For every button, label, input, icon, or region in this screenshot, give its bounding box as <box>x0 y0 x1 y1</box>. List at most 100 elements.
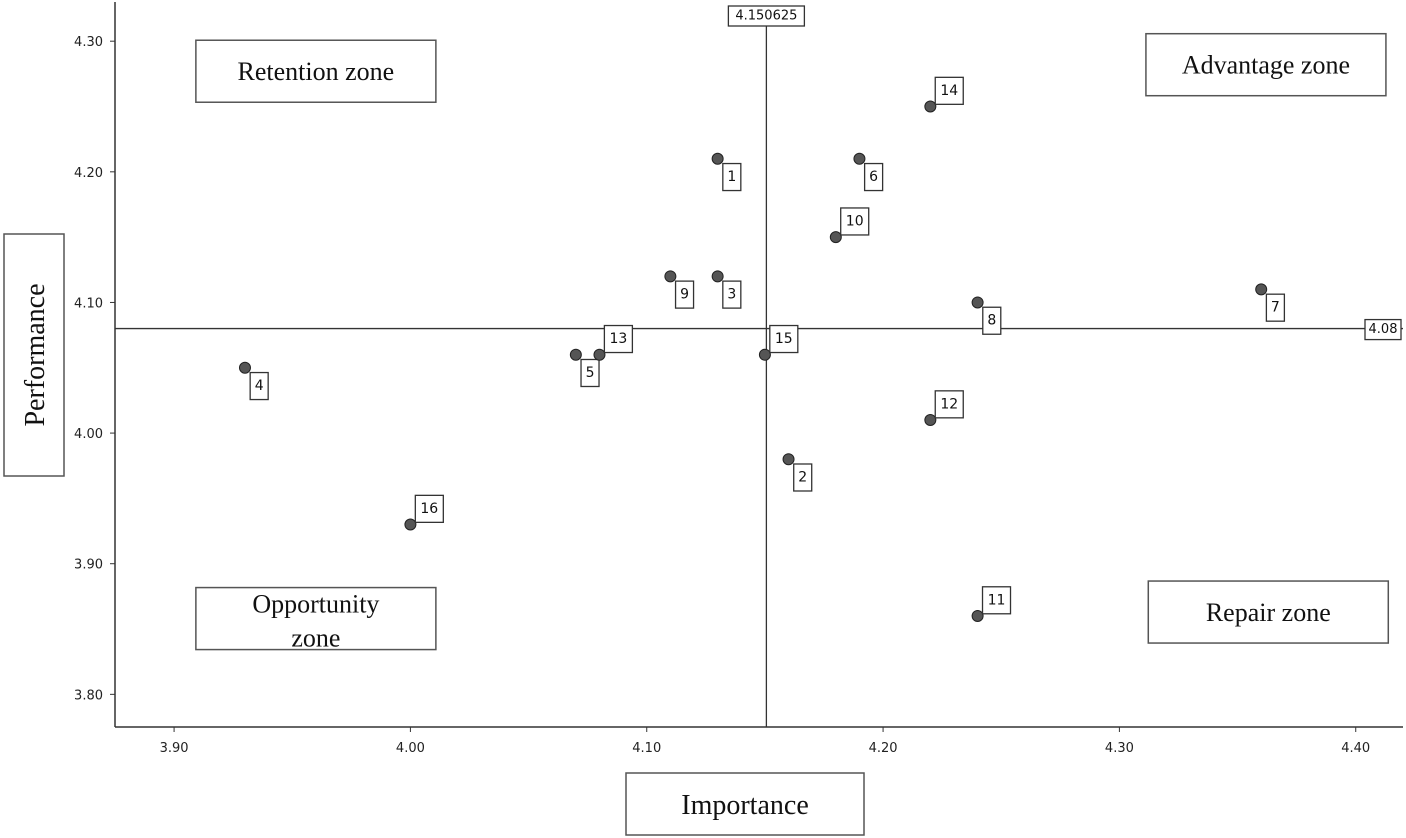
data-point-13 <box>593 348 606 361</box>
zone-box <box>195 586 437 651</box>
point-label-3-box <box>722 280 742 309</box>
x-tick-label: 3.90 <box>160 741 189 756</box>
data-point-9 <box>664 270 677 283</box>
point-label-1-text: 1 <box>727 169 736 185</box>
point-label-8-text: 8 <box>987 313 996 329</box>
data-point-8 <box>971 296 984 309</box>
mean-importance-label-text: 4.150625 <box>735 9 797 24</box>
point-label-2-text: 2 <box>798 469 807 485</box>
zone-box <box>1147 580 1390 644</box>
point-label-8-box <box>982 306 1002 335</box>
point-label-1-box <box>722 162 742 192</box>
mean-performance-label-box <box>1364 318 1402 341</box>
point-label-14-text: 14 <box>940 83 958 99</box>
y-axis-title-box <box>3 233 65 477</box>
data-point-10 <box>829 231 842 244</box>
y-axis-title-text: Performance <box>20 283 51 426</box>
point-label-13-text: 13 <box>609 331 627 347</box>
point-label-4-box <box>249 371 269 401</box>
x-axis-title-text: Importance <box>681 790 809 821</box>
point-label-3-text: 3 <box>727 287 736 303</box>
x-tick-label: 4.10 <box>632 741 661 756</box>
data-point-3 <box>711 270 724 283</box>
point-label-8: 8 <box>982 306 1002 335</box>
point-label-5-box <box>580 358 600 388</box>
point-label-7-box <box>1265 293 1286 322</box>
x-tick-label: 4.00 <box>396 741 425 756</box>
point-label-10-text: 10 <box>846 213 864 229</box>
point-label-6: 6 <box>863 162 884 192</box>
zone-text: Repair zone <box>1206 598 1331 627</box>
mean-importance-label-box <box>727 5 806 27</box>
point-label-5-text: 5 <box>586 365 595 381</box>
y-axis-title: Performance <box>3 233 65 477</box>
y-tick-label: 3.90 <box>74 558 103 573</box>
y-tick-label: 4.20 <box>74 166 103 181</box>
zone-text: Retention zone <box>238 57 395 86</box>
data-point-4 <box>238 361 251 374</box>
mean-performance-label-text: 4.08 <box>1369 322 1398 337</box>
x-axis-title: Importance <box>625 772 865 836</box>
point-label-4: 4 <box>249 371 269 401</box>
point-label-12-text: 12 <box>940 396 958 412</box>
data-point-14 <box>924 100 937 113</box>
x-tick-label: 4.20 <box>869 741 898 756</box>
point-label-9-box <box>674 280 695 309</box>
point-label-9: 9 <box>674 280 695 309</box>
y-tick-label: 4.10 <box>74 296 103 311</box>
point-label-6-text: 6 <box>869 169 878 185</box>
x-axis-title-box <box>625 772 865 836</box>
mean-importance-label: 4.150625 <box>727 5 806 27</box>
point-label-7: 7 <box>1265 293 1286 322</box>
point-label-11-box <box>981 586 1012 615</box>
x-tick-label: 4.40 <box>1341 741 1370 756</box>
point-label-5: 5 <box>580 358 600 388</box>
point-label-10: 10 <box>840 207 870 236</box>
point-label-15-box <box>769 324 799 354</box>
point-label-12: 12 <box>934 390 964 419</box>
point-label-15: 15 <box>769 324 799 354</box>
point-label-13-box <box>603 324 634 354</box>
point-label-6-box <box>863 162 884 192</box>
x-tick-label: 4.30 <box>1105 741 1134 756</box>
point-label-2: 2 <box>793 463 813 492</box>
point-label-10-box <box>840 207 870 236</box>
point-label-14: 14 <box>934 76 964 105</box>
data-point-7 <box>1255 283 1268 296</box>
point-label-12-box <box>934 390 964 419</box>
point-label-3: 3 <box>722 280 742 309</box>
zone-box <box>195 39 437 103</box>
data-point-12 <box>924 414 937 427</box>
zone-label: Advantage zone <box>1145 32 1387 97</box>
zone-label: Repair zone <box>1147 580 1390 644</box>
y-tick-label: 3.80 <box>74 688 103 703</box>
point-label-9-text: 9 <box>680 287 689 303</box>
point-label-16-box <box>414 494 444 523</box>
data-point-6 <box>853 152 866 165</box>
zone-text: Advantage zone <box>1182 51 1350 80</box>
point-label-16-text: 16 <box>420 501 438 517</box>
zone-text: Opportunity <box>252 590 379 619</box>
zone-label: Retention zone <box>195 39 437 103</box>
data-point-15 <box>758 348 771 361</box>
y-tick-label: 4.30 <box>74 35 103 50</box>
data-point-5 <box>569 348 582 361</box>
point-label-2-box <box>793 463 813 492</box>
y-tick-label: 4.00 <box>74 427 103 442</box>
point-label-16: 16 <box>414 494 444 523</box>
data-point-16 <box>404 518 417 531</box>
point-label-11: 11 <box>981 586 1012 615</box>
point-label-11-text: 11 <box>988 592 1006 608</box>
point-label-15-text: 15 <box>775 331 793 347</box>
point-label-14-box <box>934 76 964 105</box>
data-point-1 <box>711 152 724 165</box>
point-label-7-text: 7 <box>1271 300 1280 316</box>
point-label-13: 13 <box>603 324 634 354</box>
mean-performance-label: 4.08 <box>1364 318 1402 341</box>
zone-box <box>1145 32 1387 97</box>
data-point-2 <box>782 453 795 466</box>
zone-label: Opportunity zone <box>195 586 437 653</box>
point-label-1: 1 <box>722 162 742 192</box>
zone-text: zone <box>291 624 340 653</box>
